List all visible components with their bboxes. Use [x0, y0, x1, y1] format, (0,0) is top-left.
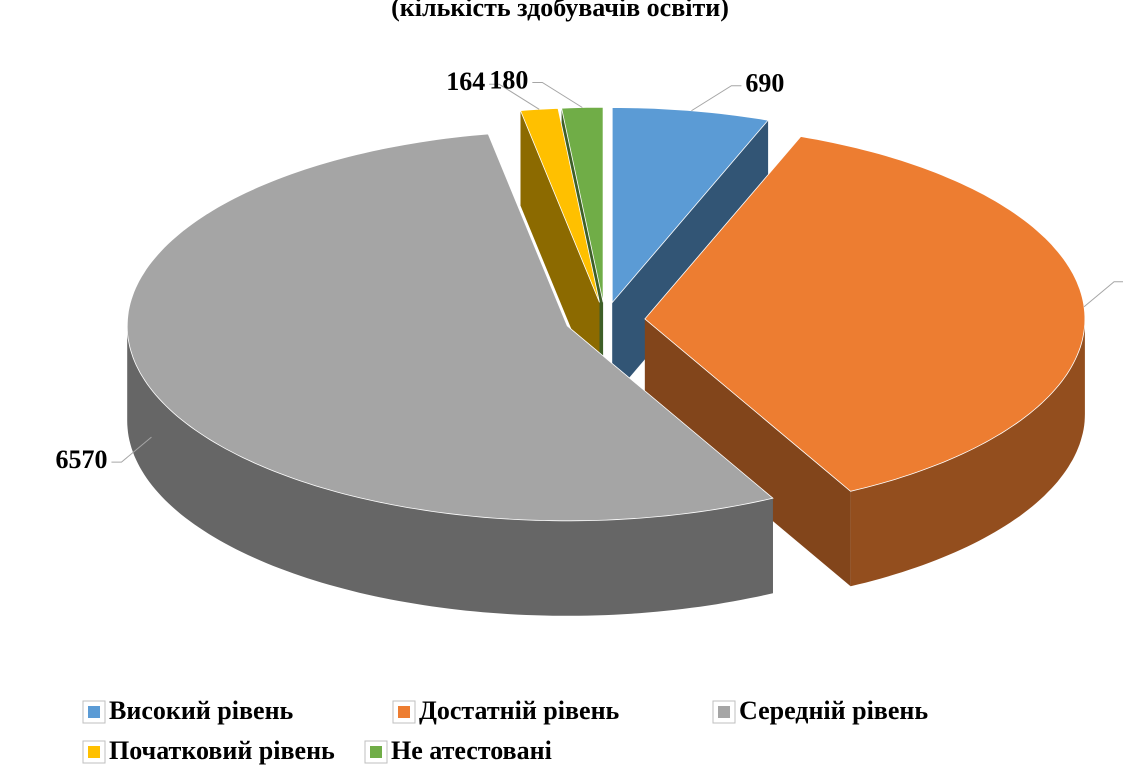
leader-line	[489, 83, 540, 110]
leader-line	[691, 85, 742, 112]
slice-wall	[520, 110, 600, 398]
slice-top	[611, 107, 769, 304]
leader-line	[1083, 281, 1123, 308]
legend-swatch	[718, 706, 730, 718]
legend-swatch	[88, 706, 100, 718]
pie-slice	[519, 107, 600, 398]
legend-label: Початковий рівень	[109, 736, 335, 765]
pie-slice	[126, 133, 774, 616]
slice-rim	[127, 325, 773, 616]
data-label: 164	[446, 67, 485, 96]
legend-swatch	[398, 706, 410, 718]
legend-label: Достатній рівень	[419, 696, 620, 725]
slice-rim	[850, 318, 1085, 587]
pie-slice	[644, 136, 1086, 587]
data-label: 180	[489, 65, 528, 94]
legend-swatch	[370, 746, 382, 758]
leader-line	[111, 436, 152, 463]
legend-label: Середній рівень	[739, 696, 928, 725]
slice-wall	[644, 318, 851, 587]
slice-top	[519, 107, 600, 303]
legend-swatch	[88, 746, 100, 758]
legend-label: Не атестовані	[391, 736, 552, 765]
data-label: 690	[745, 69, 784, 98]
data-label: 6570	[55, 445, 107, 474]
slice-top	[126, 133, 774, 522]
legend-label: Високий рівень	[109, 696, 294, 725]
chart-title: (кількість здобувачів освіти)	[391, 0, 729, 22]
leader-line	[532, 82, 583, 108]
slice-top	[561, 106, 604, 303]
